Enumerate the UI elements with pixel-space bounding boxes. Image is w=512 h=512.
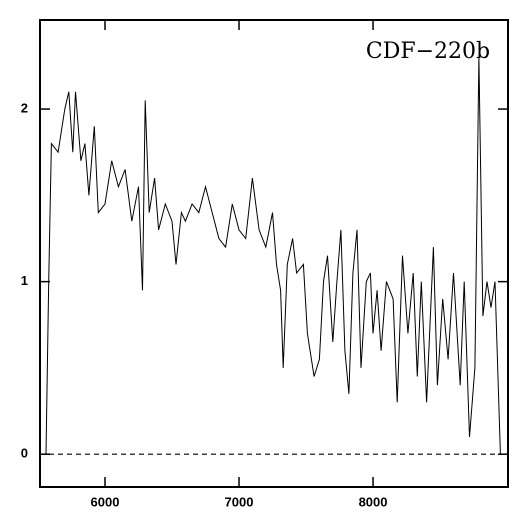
y-tick-label: 0	[21, 446, 28, 461]
x-tick-label: 7000	[225, 494, 254, 509]
annotation: CDF−220b	[366, 39, 490, 64]
spectrum-line	[45, 57, 501, 455]
x-tick-label: 8000	[359, 494, 388, 509]
x-tick-label: 6000	[91, 494, 120, 509]
plot-frame	[39, 19, 509, 488]
y-tick-label: 2	[21, 100, 28, 115]
y-tick-label: 1	[21, 273, 28, 288]
